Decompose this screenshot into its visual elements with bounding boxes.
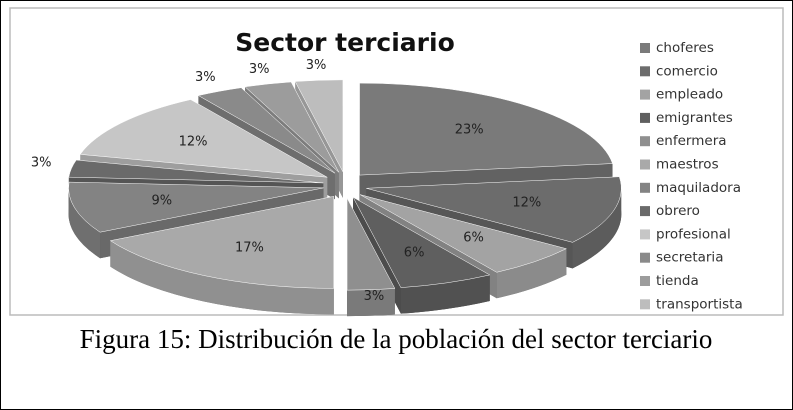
slice <box>359 194 568 273</box>
data-label: 9% <box>151 193 172 208</box>
legend-label: enfermera <box>656 133 727 149</box>
slice <box>352 196 491 288</box>
slice <box>68 181 324 233</box>
legend-label: tienda <box>656 273 699 289</box>
slice <box>366 176 622 243</box>
data-label: 6% <box>404 245 425 260</box>
chart-title: Sector terciario <box>235 28 455 57</box>
legend-label: profesional <box>656 226 731 242</box>
pie: 23% 12% 6% 6% 3% 17% 9% 3% 12% 3% 3% 3% <box>31 58 622 317</box>
chart-frame <box>9 7 784 316</box>
slice <box>79 99 328 178</box>
legend-label: maquiladora <box>656 180 741 196</box>
legend-label: empleado <box>656 87 723 103</box>
slice-side <box>496 248 567 299</box>
data-label: 3% <box>31 155 52 170</box>
data-label: 17% <box>235 240 264 255</box>
slice <box>294 79 344 172</box>
data-label: 3% <box>249 62 270 77</box>
slice <box>346 198 396 291</box>
slice <box>68 159 324 184</box>
slice-side <box>68 187 101 259</box>
slice-side <box>110 240 334 315</box>
slice-side <box>400 274 490 314</box>
legend-swatch <box>640 229 650 240</box>
legend-label: obrero <box>656 203 700 219</box>
legend-label: comercio <box>656 63 718 79</box>
legend-swatch <box>640 159 650 170</box>
data-label: 12% <box>512 196 541 211</box>
slice <box>359 82 613 176</box>
legend-swatch <box>640 43 650 53</box>
legend-label: transportista <box>656 296 743 312</box>
legend-swatch <box>640 299 650 310</box>
slice-side <box>347 288 395 317</box>
legend-swatch <box>640 276 650 286</box>
legend-label: choferes <box>656 40 714 56</box>
data-label: 3% <box>306 58 327 73</box>
data-label: 3% <box>195 70 216 85</box>
legend-swatch <box>640 252 650 263</box>
legend-swatch <box>640 182 650 193</box>
legend-swatch <box>640 66 650 77</box>
slice <box>109 196 335 289</box>
data-label: 6% <box>463 231 484 246</box>
data-label: 3% <box>364 289 385 304</box>
legend-label: maestros <box>656 157 719 173</box>
legend-label: secretaria <box>656 250 723 266</box>
legend: choferes comercio empleado emigrantes enferm… <box>640 40 743 312</box>
data-label: 23% <box>455 123 484 138</box>
slice <box>244 81 340 173</box>
legend-swatch <box>640 206 650 217</box>
data-label: 12% <box>179 135 208 150</box>
slice <box>197 87 336 174</box>
slice-side <box>572 188 622 269</box>
legend-swatch <box>640 112 650 123</box>
caption: Figura 15: Distribución de la población … <box>80 324 713 354</box>
legend-label: emigrantes <box>656 110 733 126</box>
legend-swatch <box>640 89 650 100</box>
legend-swatch <box>640 136 650 147</box>
